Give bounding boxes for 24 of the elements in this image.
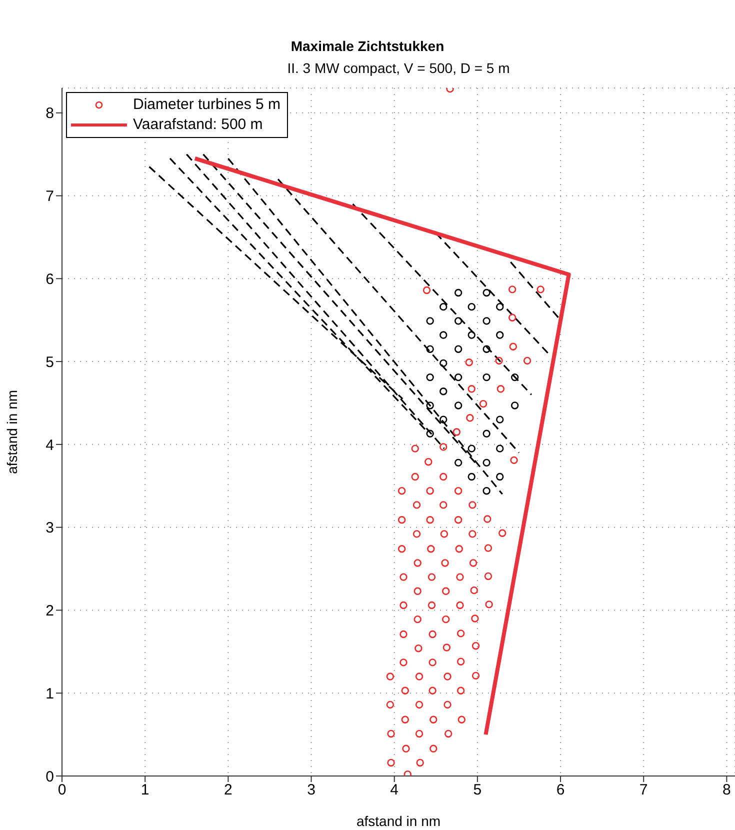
y-axis-title: afstand in nm [4,390,20,474]
x-tick-label: 6 [556,782,565,799]
y-tick-label: 0 [46,768,54,786]
x-tick-label: 2 [224,782,232,799]
x-tick-label: 8 [722,782,731,799]
x-tick-label: 0 [58,782,66,799]
chart-subtitle: II. 3 MW compact, V = 500, D = 5 m [286,60,511,76]
y-tick-label: 7 [46,188,54,206]
y-tick-label: 4 [46,436,54,454]
x-tick-label: 3 [307,782,316,799]
y-tick-label: 6 [46,270,54,288]
y-tick-label: 8 [46,105,54,122]
chart-title: Maximale Zichtstukken [290,38,446,54]
y-tick-label: 5 [46,354,54,371]
x-tick-label: 4 [390,782,399,799]
legend-label: Diameter turbines 5 m [133,95,281,115]
y-tick-label: 2 [46,602,54,620]
x-tick-label: 5 [473,782,482,799]
legend-label: Vaarafstand: 500 m [133,115,263,135]
y-tick-label: 1 [46,685,54,702]
y-tick-label: 3 [46,520,54,537]
x-tick-label: 7 [639,782,648,799]
x-axis-title: afstand in nm [356,813,441,829]
x-tick-label: 1 [140,782,150,799]
